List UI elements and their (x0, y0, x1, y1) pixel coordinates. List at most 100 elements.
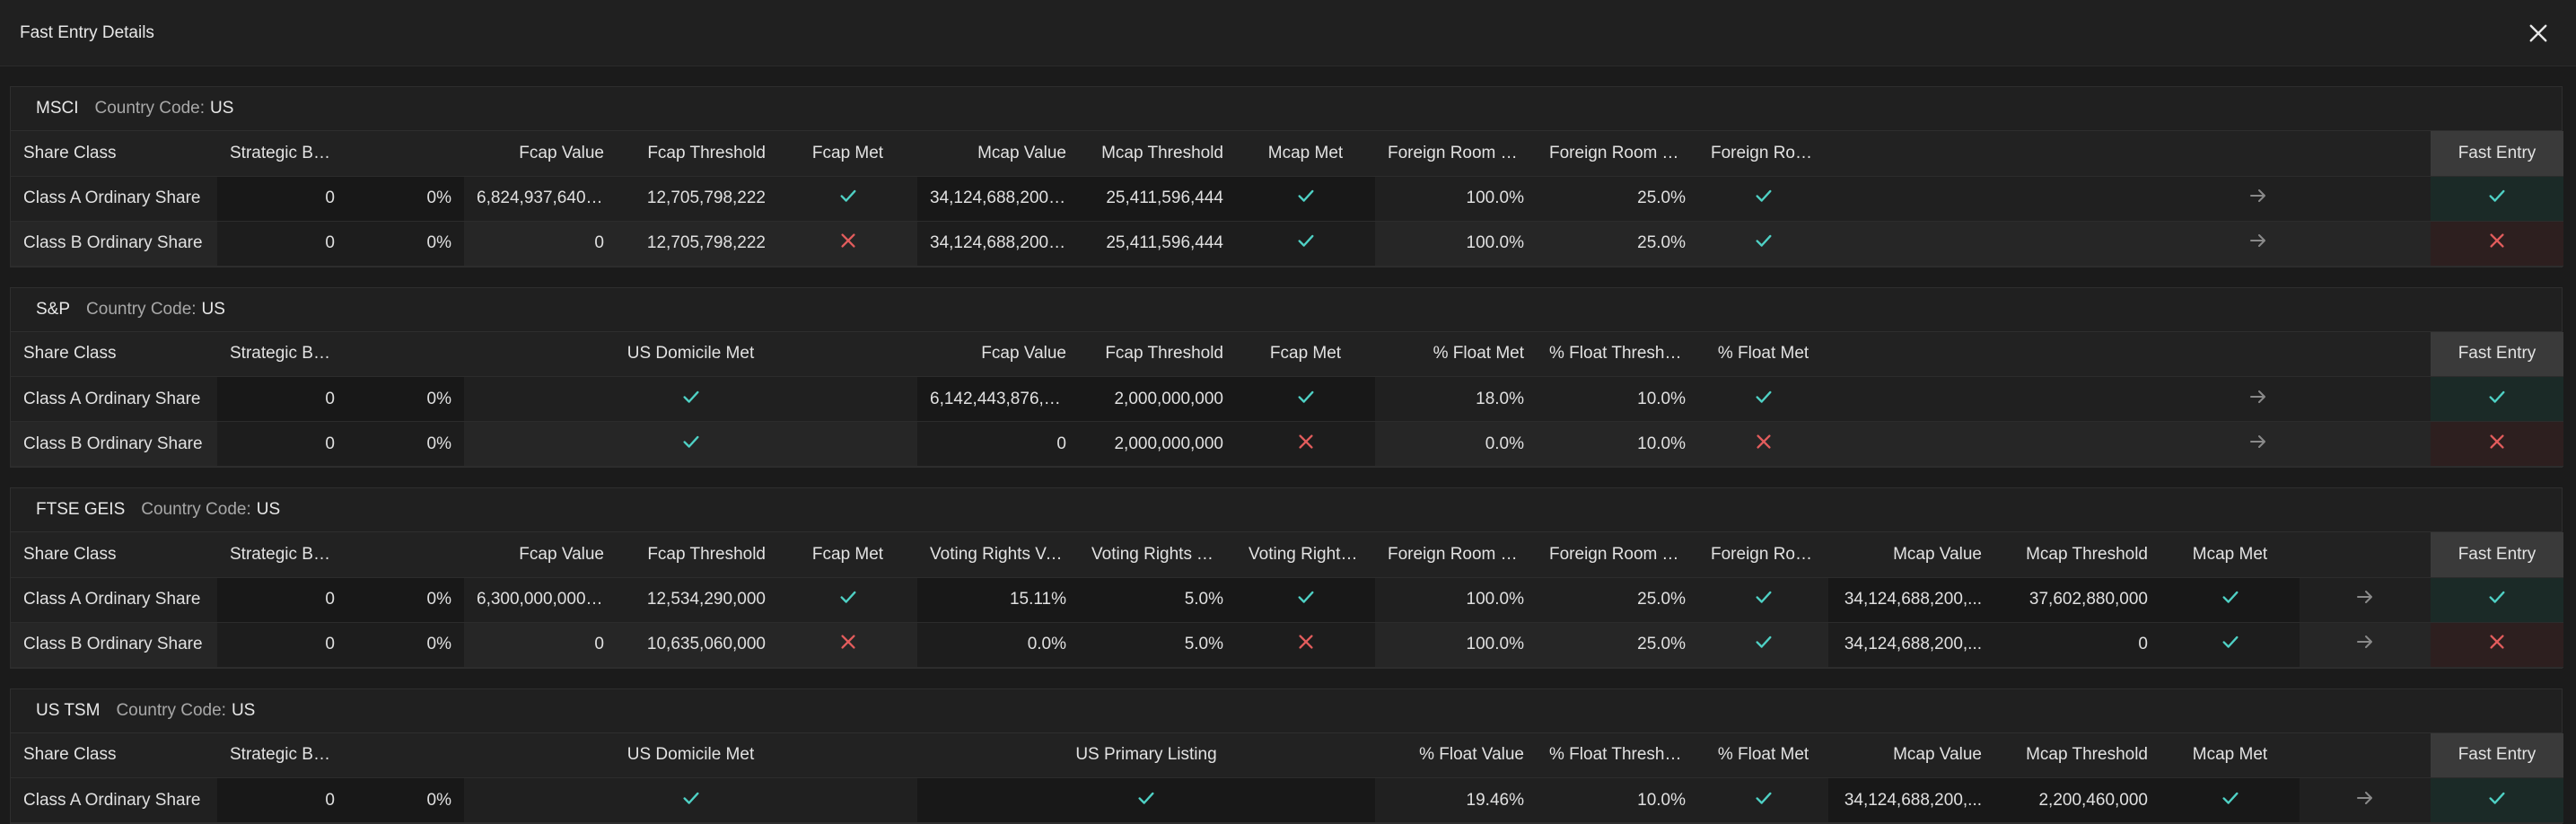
col-float-threshold[interactable]: % Float Threshold (1537, 733, 1698, 778)
col-mcap-value[interactable]: Mcap Value (1828, 532, 1994, 577)
mcap-met-cell (2160, 622, 2300, 667)
details-arrow-cell[interactable] (1828, 176, 2431, 221)
arrow-right-icon[interactable] (2354, 787, 2376, 814)
col-float-value[interactable]: % Float Value (1375, 733, 1537, 778)
table-row[interactable]: Class B Ordinary Share 0 0% 0 2,000,000,… (11, 422, 2563, 467)
col-float-met[interactable]: % Float Met (1698, 733, 1828, 778)
fcap-met-cell (778, 622, 917, 667)
fast-entry-cell (2431, 377, 2563, 422)
col-share-class[interactable]: Share Class (11, 131, 217, 176)
foreign-room-met-cell (1698, 622, 1828, 667)
mcap-value-cell: 34,124,688,200,... (917, 176, 1079, 221)
col-fcap-value[interactable]: Fcap Value (464, 131, 617, 176)
col-voting-rights-value[interactable]: Voting Rights Val... (917, 532, 1079, 577)
mcap-met-cell (2160, 778, 2300, 823)
mcap-threshold-cell: 37,602,880,000 (1994, 577, 2160, 622)
col-us-domicile-met[interactable]: US Domicile Met (464, 733, 917, 778)
col-mcap-value[interactable]: Mcap Value (1828, 733, 1994, 778)
check-icon (838, 587, 858, 612)
col-foreign-room-threshold[interactable]: Foreign Room Th... (1537, 131, 1698, 176)
col-float-met-pct[interactable]: % Float Met (1375, 332, 1537, 377)
arrow-right-icon[interactable] (2354, 586, 2376, 613)
check-icon (2221, 587, 2240, 612)
share-class-cell: Class A Ordinary Share (11, 377, 217, 422)
col-fast-entry[interactable]: Fast Entry (2431, 131, 2563, 176)
table-row[interactable]: Class B Ordinary Share 0 0% 0 12,705,798… (11, 221, 2563, 266)
col-fast-entry[interactable]: Fast Entry (2431, 733, 2563, 778)
col-foreign-room-threshold[interactable]: Foreign Room Th... (1537, 532, 1698, 577)
col-mcap-threshold[interactable]: Mcap Threshold (1079, 131, 1236, 176)
col-fcap-threshold[interactable]: Fcap Threshold (617, 131, 778, 176)
col-foreign-room-value[interactable]: Foreign Room Va... (1375, 131, 1537, 176)
table-row[interactable]: Class A Ordinary Share 0 0% 6,300,000,00… (11, 577, 2563, 622)
details-arrow-cell[interactable] (2300, 622, 2431, 667)
col-strategic-buyers[interactable]: Strategic Buyers (217, 733, 347, 778)
col-voting-rights-threshold[interactable]: Voting Rights Thr... (1079, 532, 1236, 577)
col-foreign-room-met[interactable]: Foreign Room... (1698, 131, 1828, 176)
col-us-primary-listing[interactable]: US Primary Listing (917, 733, 1375, 778)
table-row[interactable]: Class A Ordinary Share 0 0% 6,824,937,64… (11, 176, 2563, 221)
col-fcap-met[interactable]: Fcap Met (1236, 332, 1375, 377)
details-arrow-cell[interactable] (2300, 577, 2431, 622)
col-voting-rights-met[interactable]: Voting Rights... (1236, 532, 1375, 577)
arrow-right-icon[interactable] (2247, 230, 2269, 257)
us-domicile-met-cell (464, 377, 917, 422)
col-share-class[interactable]: Share Class (11, 532, 217, 577)
col-fcap-threshold[interactable]: Fcap Threshold (617, 532, 778, 577)
section-name: MSCI (36, 99, 79, 118)
col-spacer (1828, 332, 2431, 377)
col-strategic-buyers[interactable]: Strategic Buyers (217, 131, 347, 176)
close-button[interactable] (2520, 15, 2556, 51)
fcap-met-cell (1236, 377, 1375, 422)
col-fcap-met[interactable]: Fcap Met (778, 532, 917, 577)
arrow-right-icon[interactable] (2247, 185, 2269, 212)
col-foreign-room-met[interactable]: Foreign Room... (1698, 532, 1828, 577)
col-fcap-threshold[interactable]: Fcap Threshold (1079, 332, 1236, 377)
table-row[interactable]: Class A Ordinary Share 0 0% 6,142,443,87… (11, 377, 2563, 422)
table-header-row: Share Class Strategic Buyers US Domicile… (11, 733, 2563, 778)
col-mcap-met[interactable]: Mcap Met (2160, 733, 2300, 778)
table-row[interactable]: Class A Ordinary Share 0 0% 19.46% 10.0%… (11, 778, 2563, 823)
float-met-pct-cell: 0.0% (1375, 422, 1537, 467)
voting-rights-threshold-cell: 5.0% (1079, 622, 1236, 667)
arrow-right-icon[interactable] (2354, 631, 2376, 658)
details-arrow-cell[interactable] (1828, 377, 2431, 422)
dialog-header: Fast Entry Details (0, 0, 2576, 66)
col-float-met[interactable]: % Float Met (1698, 332, 1828, 377)
arrow-right-icon[interactable] (2247, 386, 2269, 413)
col-fcap-value[interactable]: Fcap Value (917, 332, 1079, 377)
col-strategic-buyers[interactable]: Strategic Buyers (217, 332, 347, 377)
col-fast-entry[interactable]: Fast Entry (2431, 532, 2563, 577)
col-strategic-buyers-pct (347, 733, 464, 778)
col-fcap-met[interactable]: Fcap Met (778, 131, 917, 176)
col-fcap-value[interactable]: Fcap Value (464, 532, 617, 577)
table-row[interactable]: Class B Ordinary Share 0 0% 0 10,635,060… (11, 622, 2563, 667)
float-met-pct-cell: 18.0% (1375, 377, 1537, 422)
col-foreign-room-value[interactable]: Foreign Room Va... (1375, 532, 1537, 577)
col-share-class[interactable]: Share Class (11, 733, 217, 778)
details-arrow-cell[interactable] (1828, 422, 2431, 467)
col-mcap-threshold[interactable]: Mcap Threshold (1994, 733, 2160, 778)
check-icon (681, 387, 701, 412)
table-header-row: Share Class Strategic Buyers Fcap Value … (11, 532, 2563, 577)
col-mcap-met[interactable]: Mcap Met (2160, 532, 2300, 577)
col-share-class[interactable]: Share Class (11, 332, 217, 377)
fcap-met-cell (778, 221, 917, 266)
fcap-value-cell: 6,300,000,000,0... (464, 577, 617, 622)
details-arrow-cell[interactable] (1828, 221, 2431, 266)
arrow-right-icon[interactable] (2247, 431, 2269, 458)
col-strategic-buyers[interactable]: Strategic Buyers (217, 532, 347, 577)
cross-icon (2487, 432, 2507, 457)
check-icon (1754, 387, 1774, 412)
col-fast-entry[interactable]: Fast Entry (2431, 332, 2563, 377)
voting-rights-value-cell: 0.0% (917, 622, 1079, 667)
col-mcap-value[interactable]: Mcap Value (917, 131, 1079, 176)
col-float-threshold[interactable]: % Float Threshold (1537, 332, 1698, 377)
col-mcap-threshold[interactable]: Mcap Threshold (1994, 532, 2160, 577)
mcap-value-cell: 34,124,688,200,... (1828, 577, 1994, 622)
details-arrow-cell[interactable] (2300, 778, 2431, 823)
share-class-cell: Class B Ordinary Share (11, 221, 217, 266)
mcap-met-cell (1236, 176, 1375, 221)
col-mcap-met[interactable]: Mcap Met (1236, 131, 1375, 176)
col-us-domicile-met[interactable]: US Domicile Met (464, 332, 917, 377)
